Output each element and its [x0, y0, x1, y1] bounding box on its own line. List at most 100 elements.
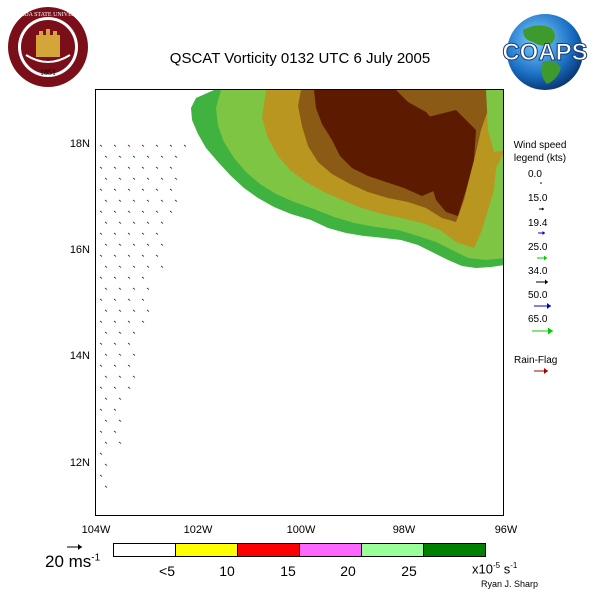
wind-vector	[99, 320, 103, 323]
wind-vector	[160, 265, 164, 268]
legend-arrow-34	[536, 279, 548, 285]
scale-exp: -1	[91, 552, 101, 564]
wind-vector	[146, 221, 150, 224]
wind-vector	[99, 188, 103, 191]
wind-vector	[132, 287, 136, 290]
wind-vector	[104, 397, 108, 400]
wind-vector	[132, 199, 136, 202]
author-credit: Ryan J. Sharp	[481, 579, 539, 589]
wind-vector	[99, 166, 103, 169]
lon-label-104w: 104W	[81, 524, 111, 536]
wind-vector	[155, 232, 159, 235]
wind-vector	[118, 287, 122, 290]
wind-vector	[113, 386, 117, 389]
land-highland-east	[416, 110, 476, 216]
wind-vector	[127, 254, 131, 257]
units-exp: -5	[492, 561, 501, 570]
legend-value-50: 50.0	[528, 290, 548, 301]
wind-legend-title-line1: Wind speed	[513, 140, 567, 151]
wind-vector	[169, 166, 173, 169]
wind-vector	[141, 232, 145, 235]
wind-vector	[146, 243, 150, 246]
wind-vector	[146, 199, 150, 202]
wind-vector	[132, 353, 136, 356]
legend-arrow-15	[539, 207, 544, 211]
wind-vector	[141, 210, 145, 213]
wind-vector	[141, 276, 145, 279]
colorbar-tick-10: 10	[219, 563, 235, 579]
wind-vector	[118, 397, 122, 400]
colorbar-segment-3	[300, 544, 362, 556]
wind-vector	[160, 155, 164, 158]
colorbar-tick-25: 25	[401, 563, 417, 579]
wind-vector	[132, 221, 136, 224]
coaps-text: COAPS	[502, 39, 587, 66]
wind-vector	[113, 188, 117, 191]
wind-vector	[169, 188, 173, 191]
wind-vector	[127, 144, 131, 147]
wind-vector	[104, 221, 108, 224]
wind-vector	[169, 210, 173, 213]
wind-vector	[132, 265, 136, 268]
units-suffix: s	[503, 561, 511, 577]
wind-vector	[155, 210, 159, 213]
wind-vector	[174, 177, 178, 180]
legend-arrow-65	[532, 327, 553, 335]
colorbar-segment-5	[424, 544, 485, 556]
scale-label: 20 ms-1	[45, 552, 100, 572]
legend-value-19: 19.4	[528, 218, 548, 229]
legend-arrow-25	[537, 255, 547, 261]
wind-vector	[169, 144, 173, 147]
wind-vector	[113, 430, 117, 433]
vorticity-colorbar	[113, 543, 486, 557]
wind-vector	[127, 342, 131, 345]
wind-vector	[99, 430, 103, 433]
legend-arrow-0	[540, 182, 542, 184]
wind-vector	[118, 243, 122, 246]
wind-vector	[155, 166, 159, 169]
wind-vector	[132, 177, 136, 180]
wind-vector	[118, 265, 122, 268]
lat-label-18n: 18N	[69, 138, 90, 150]
wind-vector	[141, 144, 145, 147]
rain-flag-arrow	[534, 368, 548, 374]
lon-label-96w: 96W	[494, 524, 518, 536]
wind-vector	[132, 309, 136, 312]
legend-value-65: 65.0	[528, 314, 548, 325]
legend-value-0: 0.0	[528, 169, 542, 180]
wind-vector	[160, 243, 164, 246]
wind-vector	[146, 155, 150, 158]
wind-vector	[104, 177, 108, 180]
wind-vector	[127, 188, 131, 191]
land-highland	[314, 90, 448, 196]
wind-vector	[118, 199, 122, 202]
wind-vector	[104, 463, 108, 466]
fsu-seal-logo: 1851 FLORIDA STATE UNIVERSITY	[6, 5, 90, 94]
wind-vector	[104, 287, 108, 290]
colorbar-tick-20: 20	[340, 563, 356, 579]
colorbar-tick-5: <5	[159, 563, 175, 579]
wind-vector	[104, 353, 108, 356]
wind-vector	[113, 276, 117, 279]
wind-vector	[113, 166, 117, 169]
wind-vector	[155, 188, 159, 191]
wind-vector	[132, 375, 136, 378]
wind-vector	[113, 144, 117, 147]
lat-label-12n: 12N	[69, 457, 90, 469]
wind-vector	[99, 232, 103, 235]
wind-vector	[99, 342, 103, 345]
scale-value: 20 ms	[45, 552, 92, 571]
wind-vector	[127, 166, 131, 169]
wind-vector	[127, 232, 131, 235]
wind-vector	[99, 408, 103, 411]
wind-vector	[118, 331, 122, 334]
wind-vector	[174, 155, 178, 158]
wind-vector	[118, 177, 122, 180]
lon-label-102w: 102W	[183, 524, 213, 536]
wind-legend-title: Wind speed legend (kts)	[508, 139, 572, 165]
wind-vector	[99, 474, 103, 477]
wind-vector	[99, 452, 103, 455]
scale-arrow-icon	[67, 544, 82, 550]
svg-text:FLORIDA STATE UNIVERSITY: FLORIDA STATE UNIVERSITY	[7, 12, 90, 18]
wind-vector	[113, 232, 117, 235]
